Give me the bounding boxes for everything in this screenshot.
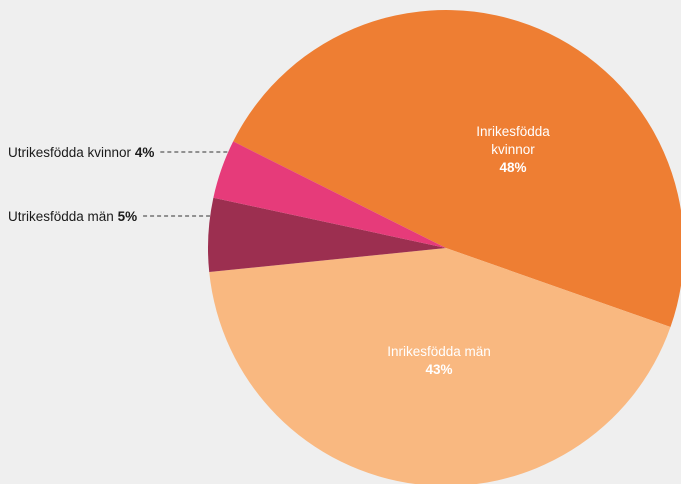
slice-label-inrikes-man: Inrikesfödda män 43% [387, 344, 491, 377]
pie-slice-utrikes-man [208, 197, 446, 273]
slice-value-inrikes-kvinnor: 48% [499, 160, 526, 175]
slice-label-inrikes-kvinnor: Inrikesfödda kvinnor 48% [476, 124, 550, 175]
slice-value-inrikes-man: 43% [425, 362, 452, 377]
slice-value-utrikes-man: 5% [118, 209, 138, 224]
pie-slice-inrikes-man [209, 248, 671, 484]
pie-slice-utrikes-kvinnor [213, 141, 446, 248]
slice-value-utrikes-kvinnor: 4% [135, 145, 155, 160]
slice-label-utrikes-kvinnor: Utrikesfödda kvinnor 4% [8, 145, 154, 160]
slice-label-utrikes-man: Utrikesfödda män 5% [8, 209, 137, 224]
outside-label-utrikes-man: Utrikesfödda män 5% [8, 209, 211, 224]
outside-label-utrikes-kvinnor: Utrikesfödda kvinnor 4% [8, 145, 229, 160]
pie-slice-inrikes-kvinnor [233, 10, 681, 328]
